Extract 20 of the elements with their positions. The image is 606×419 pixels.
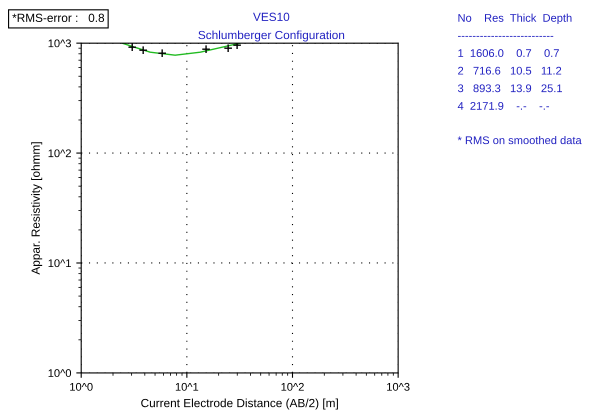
x-tick-label: 10^1 — [176, 382, 198, 391]
text: 2 716.6 10.5 11.2 — [458, 66, 562, 75]
text: * RMS on smoothed data — [458, 136, 582, 144]
text: 1 1606.0 0.7 0.7 — [458, 49, 559, 58]
x-tick-label: 10^2 — [281, 382, 304, 391]
y-tick-label: 10^0 — [48, 369, 72, 378]
text: *RMS-error : 0.8 — [12, 14, 104, 22]
chart-subtitle: Schlumberger Configuration — [198, 30, 344, 42]
x-tick-label: 10^0 — [70, 382, 93, 391]
y-tick-label: 10^1 — [48, 259, 71, 268]
y-tick-label: 10^3 — [48, 39, 71, 48]
y-axis-title: Appar. Resistivity [ohmm] — [31, 142, 42, 275]
x-tick-label: 10^3 — [387, 382, 410, 391]
text: -------------------------- — [458, 36, 554, 37]
text: No Res Thick Depth — [458, 14, 572, 24]
text: 4 2171.9 -.- -.- — [458, 102, 550, 110]
text: 3 893.3 13.9 25.1 — [458, 84, 562, 92]
chart-title: VES10 — [253, 12, 290, 22]
x-axis-title: Current Electrode Distance (AB/2) [m] — [141, 398, 338, 410]
y-tick-label: 10^2 — [48, 149, 71, 158]
